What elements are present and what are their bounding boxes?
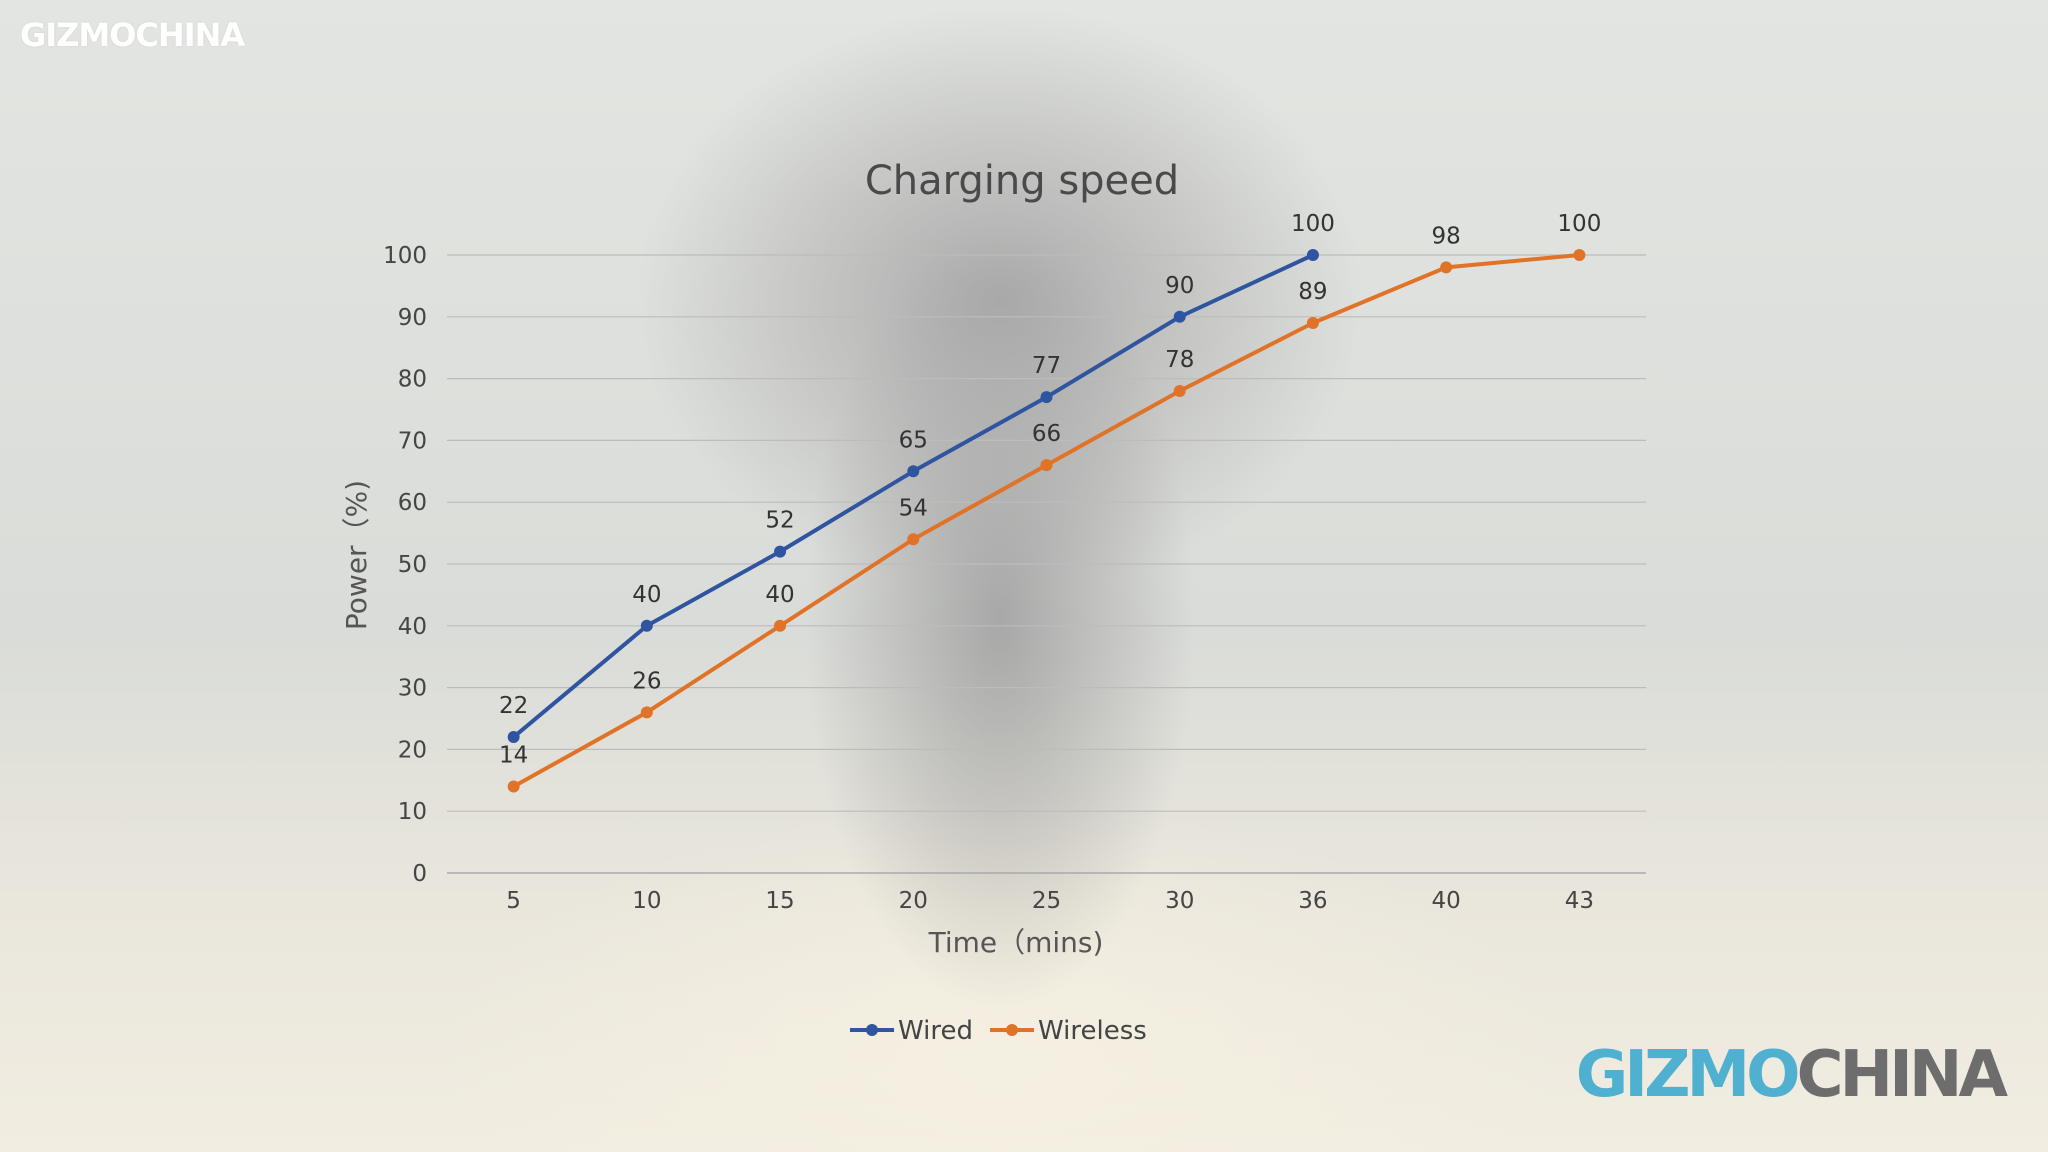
data-label-wired: 65: [899, 427, 928, 453]
data-point-wired: [507, 731, 520, 744]
y-tick-label: 40: [398, 614, 427, 640]
y-tick-label: 10: [398, 799, 427, 825]
grid-layer: [447, 254, 1646, 874]
y-tick-label: 50: [398, 552, 427, 578]
data-point-wireless: [1440, 261, 1453, 274]
legend-label-wireless: Wireless: [1038, 1016, 1147, 1046]
legend-swatch-marker: [866, 1024, 878, 1036]
data-point-wired: [640, 619, 653, 632]
data-label-wireless: 89: [1298, 279, 1327, 305]
y-tick-label: 70: [398, 428, 427, 454]
data-point-wireless: [640, 706, 653, 719]
x-tick-label: 25: [1032, 888, 1061, 914]
data-label-wired: 52: [765, 508, 794, 534]
data-point-wireless: [1573, 249, 1586, 261]
y-tick-label: 20: [398, 737, 427, 763]
x-tick-label: 40: [1432, 888, 1461, 914]
x-tick-label: 15: [765, 888, 794, 914]
legend-label-wired: Wired: [898, 1016, 973, 1046]
y-axis-label: Power（%): [340, 480, 373, 630]
data-label-wireless: 98: [1432, 223, 1461, 249]
data-label-wireless: 78: [1165, 347, 1194, 373]
y-tick-label: 100: [383, 243, 427, 269]
y-tick-label: 60: [398, 490, 427, 516]
series-layer: [507, 249, 1586, 793]
data-point-wireless: [1173, 384, 1186, 397]
x-tick-label: 36: [1298, 888, 1327, 914]
gizmochina-watermark-small: GIZMOCHINA: [20, 16, 245, 54]
data-label-wireless: 100: [1557, 211, 1601, 237]
data-label-wired: 22: [499, 693, 528, 719]
data-point-wired: [1306, 249, 1319, 261]
y-tick-label: 80: [398, 367, 427, 393]
data-label-wired: 90: [1165, 273, 1194, 299]
data-label-wired: 40: [632, 582, 661, 608]
data-label-wireless: 40: [765, 582, 794, 608]
data-point-wireless: [1306, 316, 1319, 329]
legend-swatch-marker: [1006, 1024, 1018, 1036]
data-label-layer: 22 40 52 65 77 90 100 14 26 40 54 66 78 89 98 100: [499, 211, 1601, 768]
x-tick-label: 43: [1565, 888, 1594, 914]
data-point-wireless: [1040, 459, 1053, 472]
legend: Wired Wireless: [850, 1016, 1147, 1046]
data-label-wireless: 14: [499, 742, 528, 768]
series-line-wireless: [511, 253, 1582, 789]
y-tick-label: 90: [398, 305, 427, 331]
logo-china-text: CHINA: [1796, 1038, 2008, 1112]
data-label-wireless: 54: [899, 495, 928, 521]
data-label-wireless: 26: [632, 668, 661, 694]
y-tick-label: 30: [398, 676, 427, 702]
data-point-wired: [1173, 310, 1186, 323]
data-label-wireless: 66: [1032, 421, 1061, 447]
x-tick-label: 20: [899, 888, 928, 914]
axis-layer: 0 10 20 30 40 50 60 70 80 90 100 5 10 15 20 25 30 36 40 43: [383, 243, 1594, 914]
data-point-wired: [774, 545, 787, 558]
y-tick-label: 0: [412, 861, 427, 887]
logo-gizmo-text: GIZMO: [1575, 1038, 1801, 1112]
data-point-wireless: [907, 533, 920, 546]
chart-title: Charging speed: [865, 158, 1179, 204]
data-label-wired: 100: [1291, 211, 1335, 237]
x-axis-label: Time（mins): [928, 926, 1104, 959]
data-label-wired: 77: [1032, 353, 1061, 379]
data-point-wired: [1040, 391, 1053, 404]
x-tick-label: 10: [632, 888, 661, 914]
data-point-wireless: [774, 619, 787, 632]
x-tick-label: 30: [1165, 888, 1194, 914]
data-point-wireless: [507, 780, 520, 793]
data-point-wired: [907, 465, 920, 478]
x-tick-label: 5: [506, 888, 521, 914]
gizmochina-logo-large: GIZMOCHINA: [1576, 1043, 2008, 1107]
